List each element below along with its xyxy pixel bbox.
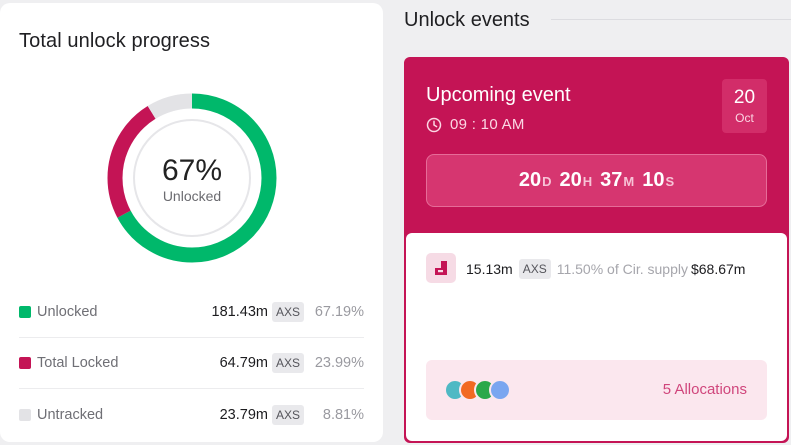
legend-swatch bbox=[19, 357, 31, 369]
allocations-button[interactable]: 5 Allocations bbox=[426, 360, 767, 420]
event-time: 09 : 10 AM bbox=[426, 116, 525, 133]
legend-row-unlocked: Unlocked 181.43m AXS 67.19% bbox=[19, 287, 364, 338]
donut-svg bbox=[107, 93, 277, 263]
circulating-supply-percent: 11.50% of Cir. supply bbox=[556, 261, 688, 277]
countdown-value: 10 bbox=[642, 169, 665, 191]
legend-amount: 64.79m bbox=[219, 355, 268, 371]
countdown-value: 20 bbox=[518, 169, 542, 191]
countdown-unit: H bbox=[582, 174, 593, 189]
legend-row-total-locked: Total Locked 64.79m AXS 23.99% bbox=[19, 338, 364, 389]
legend-row-untracked: Untracked 23.79m AXS 8.81% bbox=[19, 389, 364, 440]
event-detail-panel: 15.13m AXS 11.50% of Cir. supply $68.67m… bbox=[406, 233, 787, 441]
axs-logo-icon bbox=[435, 261, 447, 275]
donut-center: 67% Unlocked bbox=[106, 92, 278, 264]
donut-inner-ring bbox=[133, 119, 251, 237]
countdown-timer: 20 D 20 H 37 M 10 S bbox=[426, 154, 767, 207]
donut-sublabel: Unlocked bbox=[162, 187, 222, 204]
legend-label: Total Locked bbox=[37, 355, 119, 371]
allocations-label: 5 Allocations bbox=[662, 381, 747, 398]
unlock-progress-title: Total unlock progress bbox=[19, 30, 211, 52]
legend-label: Untracked bbox=[37, 406, 104, 423]
unlock-events-title: Unlock events bbox=[404, 9, 530, 31]
countdown-hours: 20 H bbox=[559, 169, 592, 192]
token-badge: AXS bbox=[518, 259, 551, 279]
legend-swatch bbox=[19, 408, 31, 421]
legend-percent: 8.81% bbox=[322, 406, 364, 423]
countdown-value: 37 bbox=[600, 169, 623, 191]
countdown-value: 20 bbox=[559, 169, 582, 191]
event-time-text: 09 : 10 AM bbox=[450, 116, 525, 133]
upcoming-event-card[interactable]: Upcoming event 09 : 10 AM 20 Oct 20 D 20… bbox=[404, 57, 789, 443]
allocation-avatar bbox=[489, 379, 511, 401]
axs-token-icon bbox=[426, 253, 456, 283]
event-detail-row: 15.13m AXS 11.50% of Cir. supply $68.67m bbox=[466, 259, 745, 279]
legend-percent: 67.19% bbox=[314, 304, 364, 320]
legend-amount: 23.79m bbox=[219, 406, 268, 423]
legend-label: Unlocked bbox=[37, 304, 98, 320]
countdown-seconds: 10 S bbox=[642, 169, 674, 192]
countdown-minutes: 37 M bbox=[600, 169, 634, 192]
allocation-avatars bbox=[444, 379, 524, 401]
event-date-badge: 20 Oct bbox=[722, 79, 767, 133]
unlock-legend: Unlocked 181.43m AXS 67.19% Total Locked… bbox=[19, 287, 364, 440]
event-date-day: 20 bbox=[733, 87, 756, 108]
event-unlock-amount: 15.13m bbox=[466, 261, 513, 277]
token-badge: AXS bbox=[271, 353, 304, 373]
token-badge: AXS bbox=[271, 302, 304, 322]
legend-percent: 23.99% bbox=[314, 355, 364, 371]
event-unlock-usd: $68.67m bbox=[690, 261, 746, 277]
countdown-unit: M bbox=[623, 174, 635, 189]
donut-segment-untracked bbox=[107, 93, 277, 263]
donut-segments bbox=[107, 93, 277, 263]
upcoming-event-label: Upcoming event bbox=[426, 84, 571, 106]
donut-percent: 67% bbox=[161, 153, 223, 187]
token-badge: AXS bbox=[271, 404, 304, 425]
countdown-unit: D bbox=[542, 174, 552, 189]
donut-segment-locked bbox=[107, 93, 277, 263]
countdown-days: 20 D bbox=[519, 169, 552, 192]
clock-icon bbox=[426, 117, 442, 132]
unlock-progress-card: Total unlock progress 67% Unlocked Unloc… bbox=[0, 3, 383, 442]
legend-swatch bbox=[19, 306, 31, 318]
unlock-donut-chart: 67% Unlocked bbox=[106, 92, 278, 264]
legend-amount: 181.43m bbox=[211, 304, 268, 320]
event-date-month: Oct bbox=[735, 111, 754, 125]
title-divider bbox=[551, 19, 791, 20]
countdown-unit: S bbox=[665, 174, 675, 189]
